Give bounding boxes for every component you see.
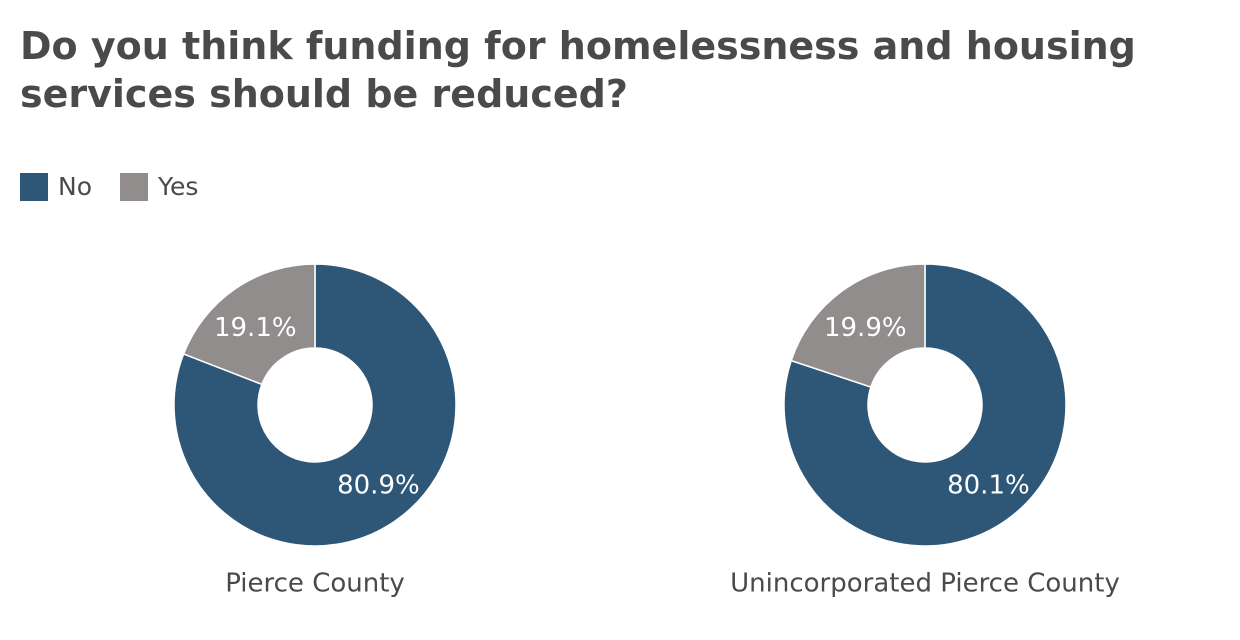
data-label-unincorporated-pierce-county-no: 80.1% (947, 471, 1030, 501)
slice-unincorporated-pierce-county-yes[interactable] (790, 263, 926, 388)
chart-caption-pierce-county: Pierce County (225, 569, 405, 599)
slice-pierce-county-no[interactable] (173, 263, 457, 547)
chart-caption-unincorporated-pierce-county: Unincorporated Pierce County (730, 569, 1120, 599)
data-label-pierce-county-yes: 19.1% (214, 313, 297, 343)
donut-unincorporated-pierce-county: 80.1% 19.9% Unincorporated Pierce County (730, 263, 1120, 599)
legend-label-yes: Yes (158, 172, 199, 201)
slice-unincorporated-pierce-county-no[interactable] (783, 263, 1067, 547)
legend-label-no: No (58, 172, 92, 201)
legend-swatch-yes (120, 172, 148, 201)
legend-item-no[interactable]: No (20, 172, 92, 201)
legend: No Yes (20, 172, 198, 201)
donut-pierce-county: 80.9% 19.1% Pierce County (173, 263, 457, 599)
chart-title: Do you think funding for homelessness an… (20, 24, 1136, 116)
slice-pierce-county-yes[interactable] (182, 263, 316, 386)
data-label-pierce-county-no: 80.9% (337, 471, 420, 501)
data-label-unincorporated-pierce-county-yes: 19.9% (824, 313, 907, 343)
legend-item-yes[interactable]: Yes (120, 172, 198, 201)
legend-swatch-no (20, 172, 48, 201)
